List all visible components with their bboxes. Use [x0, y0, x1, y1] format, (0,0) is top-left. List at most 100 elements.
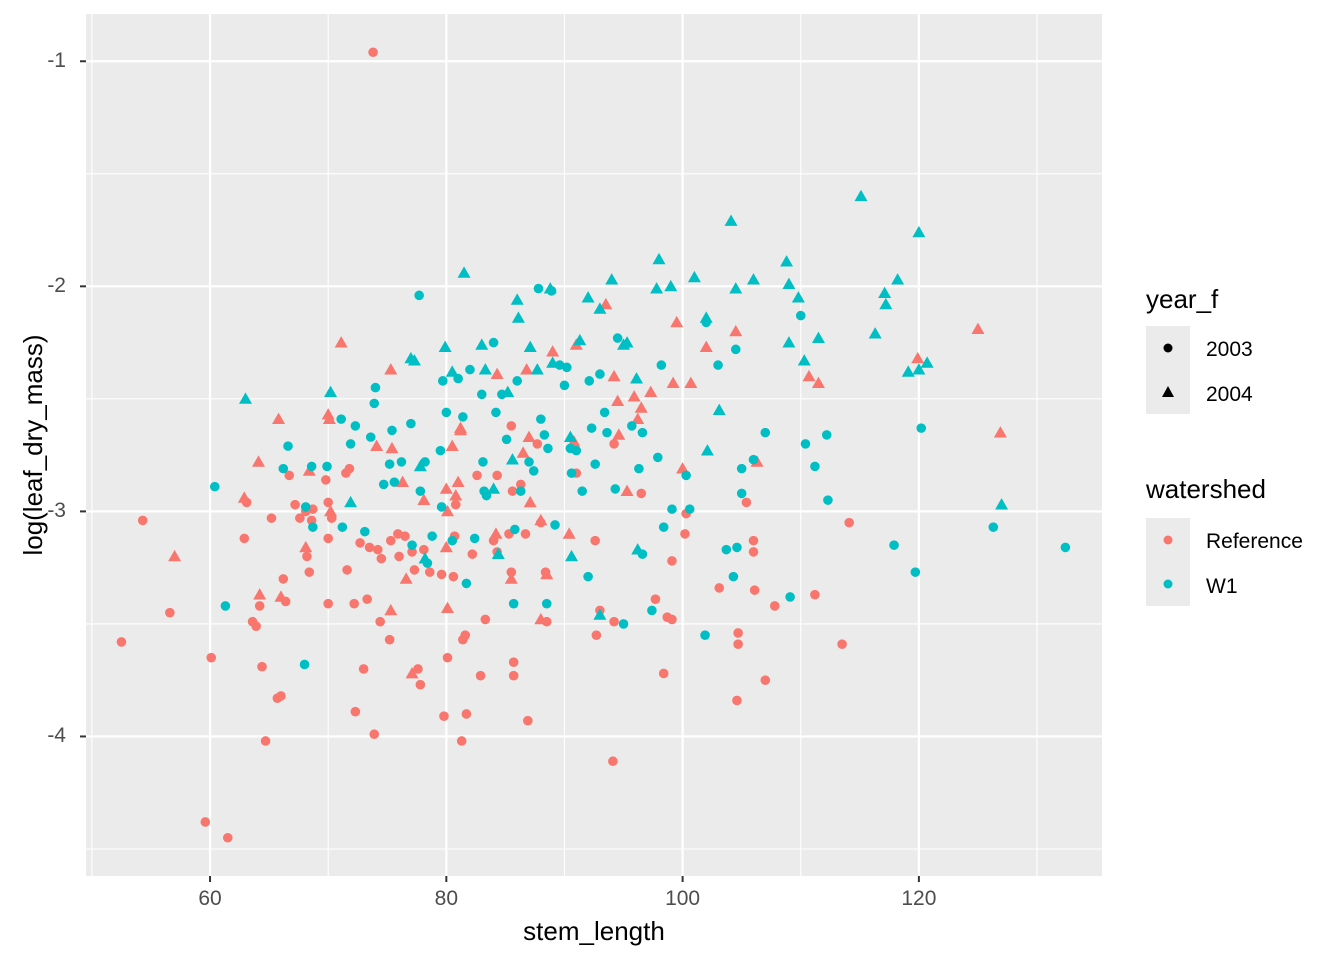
- data-point: [369, 398, 380, 409]
- data-point: [355, 538, 365, 548]
- legend-title-year: year_f: [1146, 284, 1219, 314]
- y-tick-labels: -1 -2 -3 -4: [47, 49, 66, 747]
- data-point: [290, 499, 300, 510]
- data-point: [562, 362, 572, 373]
- data-point: [322, 461, 332, 472]
- data-point: [508, 670, 519, 681]
- data-point: [436, 569, 447, 580]
- data-point: [522, 430, 536, 442]
- data-point: [700, 630, 710, 640]
- x-tick-labels: 60 80 100 120: [198, 887, 936, 910]
- data-point: [478, 457, 488, 467]
- data-point: [724, 214, 738, 226]
- data-point: [540, 567, 554, 580]
- y-tick-label: -2: [47, 274, 66, 297]
- data-point: [595, 369, 605, 379]
- data-point: [729, 282, 743, 294]
- data-point: [593, 302, 607, 314]
- data-point: [721, 544, 732, 555]
- data-point: [912, 225, 926, 238]
- data-point: [520, 529, 531, 539]
- data-point: [323, 598, 333, 609]
- data-point: [699, 311, 713, 323]
- data-point: [608, 756, 618, 767]
- data-point: [599, 407, 610, 418]
- data-point: [364, 542, 375, 553]
- data-point: [562, 527, 576, 539]
- data-point: [456, 736, 467, 746]
- data-point: [620, 484, 634, 497]
- data-point: [911, 351, 925, 364]
- data-point: [732, 542, 742, 553]
- data-point: [714, 583, 725, 593]
- data-point: [492, 470, 502, 481]
- data-point: [609, 616, 619, 627]
- data-point: [306, 461, 317, 472]
- data-point: [748, 454, 759, 465]
- data-point: [760, 427, 771, 438]
- data-point: [370, 382, 381, 393]
- data-point: [891, 273, 905, 285]
- data-point: [910, 567, 921, 577]
- data-point: [501, 434, 512, 445]
- data-point: [299, 540, 313, 553]
- data-point: [344, 463, 355, 474]
- data-point: [384, 363, 398, 375]
- data-point: [780, 255, 794, 267]
- data-point: [415, 486, 426, 496]
- data-point: [795, 310, 806, 321]
- data-point: [687, 270, 701, 283]
- data-point: [610, 484, 621, 494]
- data-point: [365, 432, 376, 442]
- data-point: [515, 486, 526, 496]
- data-point: [733, 628, 743, 638]
- data-point: [699, 340, 713, 352]
- data-point: [541, 598, 552, 609]
- data-point: [571, 445, 582, 456]
- data-point: [810, 461, 820, 472]
- data-point: [418, 552, 432, 564]
- data-point: [419, 544, 429, 555]
- data-point: [406, 418, 416, 429]
- data-point: [811, 331, 825, 343]
- data-point: [650, 594, 661, 604]
- data-point: [741, 497, 752, 508]
- data-point: [222, 832, 233, 843]
- data-point: [360, 526, 370, 537]
- legend-label-reference: Reference: [1206, 530, 1303, 553]
- data-point: [266, 513, 277, 523]
- data-point: [278, 463, 289, 474]
- data-point: [368, 47, 378, 58]
- data-points: [116, 47, 1071, 843]
- data-point: [284, 470, 295, 481]
- legend-key-w1: [1163, 579, 1173, 589]
- data-point: [591, 630, 602, 640]
- data-point: [321, 475, 331, 485]
- data-point: [599, 297, 613, 310]
- data-point: [491, 547, 505, 560]
- data-point: [769, 601, 780, 611]
- data-point: [539, 430, 550, 440]
- data-point: [384, 634, 395, 645]
- data-point: [458, 412, 468, 422]
- data-point: [475, 670, 486, 681]
- data-point: [732, 695, 742, 706]
- data-point: [733, 639, 743, 649]
- data-point: [680, 529, 690, 539]
- data-point: [442, 652, 453, 663]
- y-axis-title: log(leaf_dry_mass): [18, 334, 48, 555]
- data-point: [206, 652, 217, 663]
- data-point: [454, 421, 468, 433]
- data-point: [302, 551, 312, 562]
- data-point: [993, 426, 1007, 438]
- data-point: [667, 556, 677, 566]
- data-point: [276, 691, 286, 701]
- data-point: [523, 715, 533, 726]
- data-point: [417, 493, 431, 506]
- legend-label-w1: W1: [1206, 575, 1238, 598]
- data-point: [802, 369, 816, 382]
- data-point: [700, 444, 714, 456]
- data-point: [239, 533, 250, 544]
- data-point: [439, 540, 453, 553]
- data-point: [200, 817, 211, 827]
